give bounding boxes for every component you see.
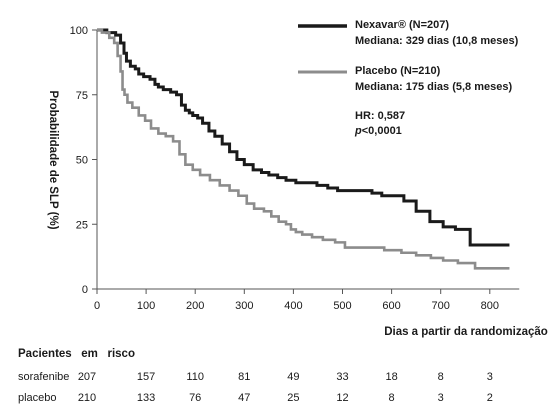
legend-median: Mediana: 329 dias (10,8 meses) <box>355 35 519 47</box>
axes <box>96 30 520 290</box>
risk-count: 133 <box>137 392 155 404</box>
risk-count: 3 <box>487 371 493 383</box>
legend-series-name: Placebo (N=210) <box>355 65 441 77</box>
x-tick-label: 100 <box>137 300 155 312</box>
tick-labels: 0 25 50 75 100 0 100 200 300 400 500 600 700 800 <box>70 25 499 312</box>
risk-table: sorafenibe 207 157 110 81 49 33 18 8 3 placebo 210 1… <box>18 371 493 404</box>
risk-count: 25 <box>287 392 299 404</box>
x-tick-label: 400 <box>284 300 302 312</box>
risk-count: 33 <box>336 371 348 383</box>
nexavar-curve <box>97 28 510 247</box>
risk-count: 81 <box>238 371 250 383</box>
legend-series-name: Nexavar® (N=207) <box>355 19 449 31</box>
x-tick-label: 600 <box>382 300 400 312</box>
x-tick-label: 700 <box>432 300 450 312</box>
survival-curves <box>97 28 510 270</box>
x-tick-label: 0 <box>94 300 100 312</box>
y-tick-label: 0 <box>82 284 88 296</box>
hazard-ratio-annotation: HR: 0,587 p<0,0001 <box>354 110 405 137</box>
risk-count: 210 <box>78 392 96 404</box>
risk-count: 3 <box>438 392 444 404</box>
p-value-text: p<0,0001 <box>354 125 402 137</box>
y-axis-title: Probabilidade de SLP (%) <box>47 90 59 229</box>
legend: Nexavar® (N=207) Mediana: 329 dias (10,8 … <box>298 19 519 93</box>
risk-row-label: placebo <box>18 392 57 404</box>
risk-count: 2 <box>487 392 493 404</box>
p-value-symbol: p <box>354 125 362 137</box>
y-tick-label: 100 <box>70 25 88 37</box>
x-tick-label: 800 <box>481 300 499 312</box>
x-tick-label: 200 <box>186 300 204 312</box>
risk-count: 18 <box>385 371 397 383</box>
risk-count: 207 <box>78 371 96 383</box>
x-axis-title: Dias a partir da randomização <box>384 326 548 338</box>
risk-count: 76 <box>189 392 201 404</box>
p-value-number: <0,0001 <box>362 125 402 137</box>
risk-count: 110 <box>186 371 204 383</box>
risk-row-label: sorafenibe <box>18 371 69 383</box>
y-tick-label: 50 <box>76 155 88 167</box>
y-tick-label: 25 <box>76 219 88 231</box>
risk-count: 8 <box>389 392 395 404</box>
risk-count: 47 <box>238 392 250 404</box>
hr-text: HR: 0,587 <box>355 110 405 122</box>
x-tick-label: 500 <box>333 300 351 312</box>
legend-median: Mediana: 175 dias (5,8 meses) <box>355 81 512 93</box>
risk-count: 12 <box>336 392 348 404</box>
y-tick-label: 75 <box>76 90 88 102</box>
risk-count: 49 <box>287 371 299 383</box>
placebo-curve <box>97 28 510 270</box>
risk-count: 157 <box>137 371 155 383</box>
x-tick-label: 300 <box>235 300 253 312</box>
risk-table-title: Pacientes em risco <box>18 348 135 360</box>
risk-count: 8 <box>438 371 444 383</box>
